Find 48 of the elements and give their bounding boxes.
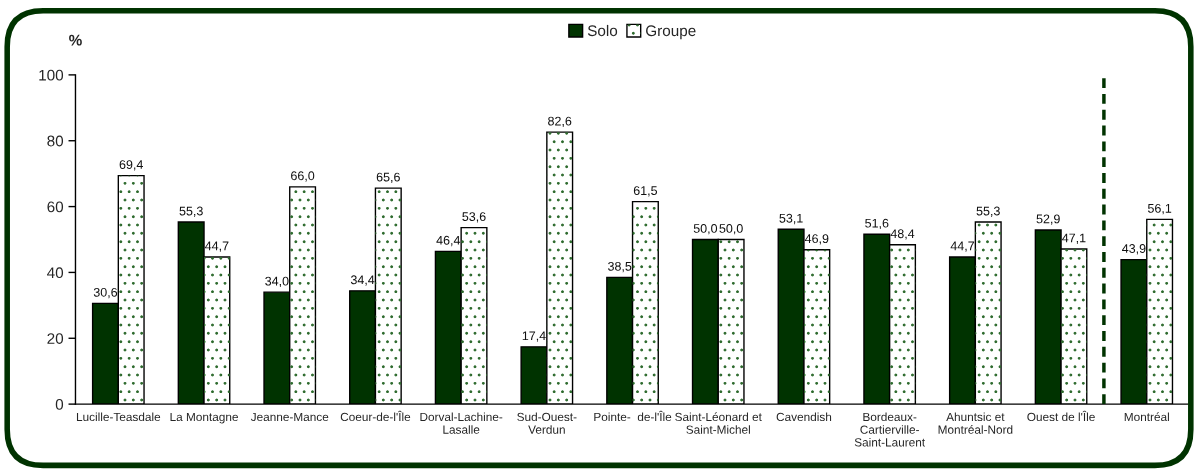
x-tick-label: Jeanne-Mance	[250, 412, 329, 422]
x-tick-label: La Montagne	[170, 412, 238, 424]
data-label: 48,4	[890, 229, 915, 240]
data-label: 38,5	[608, 261, 632, 273]
y-tick-label: 80	[47, 135, 64, 147]
x-tick-label: Dorval-Lachine- Lasalle	[420, 412, 503, 434]
data-label: 82,6	[548, 116, 572, 128]
data-label: 34,4	[350, 275, 375, 286]
legend-label: Groupe	[646, 25, 696, 40]
data-label: 55,3	[976, 206, 1000, 217]
data-label: 56,1	[1147, 203, 1172, 215]
data-label: 66,0	[291, 171, 315, 182]
data-label: 50,0	[693, 224, 718, 235]
data-label: 53,6	[462, 212, 486, 223]
data-label: 17,4	[522, 331, 546, 342]
data-label: 46,9	[804, 234, 829, 245]
data-label: 61,5	[633, 186, 658, 197]
x-tick-label: Montréal	[1124, 412, 1169, 422]
x-tick-label: Sud-Ouest- Verdun	[517, 412, 577, 434]
data-label: 46,4	[436, 235, 461, 247]
x-tick-label: Pointe- de-l'Île	[594, 410, 672, 422]
data-label: 65,6	[376, 172, 400, 183]
x-tick-label: Cavendish	[776, 412, 832, 422]
y-tick-label: 60	[47, 201, 64, 213]
data-label: 50,0	[719, 224, 743, 235]
data-label: 30,6	[93, 287, 118, 299]
data-label: 52,9	[1036, 214, 1060, 225]
data-label: 44,7	[205, 241, 229, 252]
x-tick-label: Ouest de l'Île	[1027, 410, 1095, 422]
y-tick-label: 100	[39, 69, 64, 81]
y-tick-label: 0	[55, 398, 64, 410]
data-label: 43,9	[1122, 244, 1146, 255]
data-label: 44,7	[950, 241, 975, 252]
data-label: 51,6	[865, 218, 889, 230]
x-tick-label: Saint-Léonard et Saint-Michel	[675, 412, 762, 434]
legend-label: Solo	[587, 24, 618, 37]
data-label: 55,3	[179, 206, 203, 217]
x-tick-label: Coeur-de-l'Île	[340, 410, 411, 422]
data-label: 47,1	[1062, 233, 1086, 244]
y-axis-title: %	[69, 34, 82, 46]
x-tick-label: Ahuntsic et Montréal-Nord	[938, 412, 1013, 434]
data-label: 53,1	[779, 213, 803, 225]
y-tick-label: 20	[47, 333, 64, 344]
data-label: 69,4	[119, 160, 143, 171]
x-tick-label: Lucille-Teasdale	[76, 412, 161, 422]
x-tick-label: Bordeaux- Cartierville- Saint-Laurent	[854, 412, 926, 447]
y-tick-label: 40	[47, 267, 64, 279]
data-label: 34,0	[265, 276, 289, 288]
